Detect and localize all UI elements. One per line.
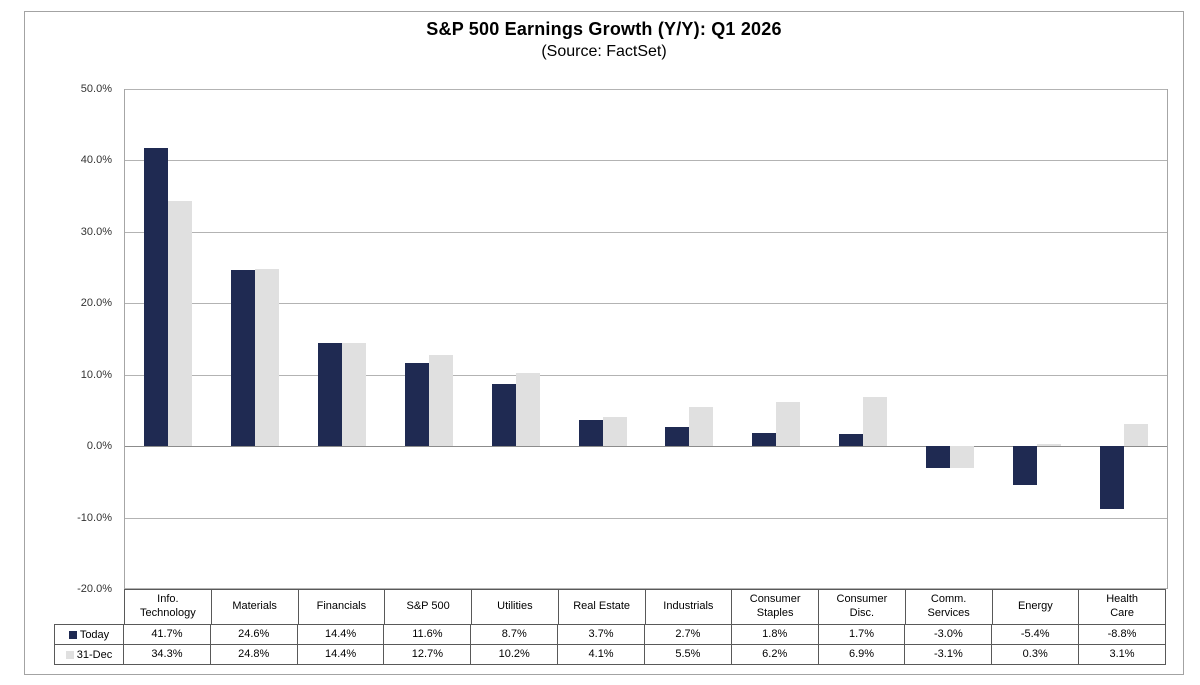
- gridline-40: [125, 160, 1167, 162]
- table-header-utilities: Utilities: [471, 589, 559, 625]
- table-value-today-consumer-disc: 1.7%: [817, 624, 906, 645]
- chart-frame: S&P 500 Earnings Growth (Y/Y): Q1 2026 (…: [24, 11, 1184, 675]
- gridline-30: [125, 231, 1167, 233]
- bar-31-dec-materials: [255, 269, 280, 447]
- bar-today-comm-services: [925, 446, 950, 468]
- legend-swatch-today: [68, 630, 77, 639]
- bar-31-dec-real-estate: [602, 416, 627, 447]
- gridline-10: [125, 374, 1167, 376]
- y-axis-tick-label: -20.0%: [77, 583, 112, 595]
- bar-31-dec-consumer-disc: [863, 396, 888, 447]
- bar-today-consumer-staples: [752, 433, 777, 447]
- table-header-health-care: Health Care: [1078, 589, 1166, 625]
- y-axis-tick-label: 40.0%: [80, 154, 112, 167]
- bar-today-materials: [231, 270, 256, 447]
- table-value-today-energy: -5.4%: [991, 624, 1080, 645]
- y-axis-tick-label: 10.0%: [80, 368, 112, 381]
- table-header-consumer-disc: Consumer Disc.: [818, 589, 906, 625]
- gridline--10: [125, 517, 1167, 519]
- table-value-today-health-care: -8.8%: [1078, 624, 1166, 645]
- table-value-31-dec-consumer-staples: 6.2%: [730, 644, 819, 665]
- legend-label-today: Today: [79, 628, 110, 641]
- y-axis-tick-label: -10.0%: [77, 511, 112, 524]
- legend-label-31-dec: 31-Dec: [76, 648, 113, 661]
- legend-swatch-31-dec: [65, 650, 74, 659]
- table-header-real-estate: Real Estate: [557, 589, 646, 625]
- table-value-31-dec-energy: 0.3%: [991, 644, 1080, 665]
- plot-area: [124, 89, 1168, 589]
- bar-today-financials: [318, 343, 343, 447]
- table-header-consumer-staples: Consumer Staples: [731, 589, 819, 625]
- y-axis-tick-label: 0.0%: [86, 440, 112, 453]
- y-axis: 50.0% 40.0% 30.0% 20.0% 10.0% 0.0% -10.0% -20.0…: [25, 83, 118, 595]
- bar-31-dec-info-technology: [168, 201, 193, 447]
- gridline-50: [125, 89, 1167, 90]
- table-value-31-dec-real-estate: 4.1%: [557, 644, 645, 665]
- table-value-today-consumer-staples: 1.8%: [730, 624, 819, 645]
- table-header-info-technology: Info. Technology: [124, 589, 212, 625]
- bar-today-s-p-500: [404, 363, 429, 447]
- chart-subtitle: (Source: FactSet): [541, 43, 667, 60]
- table-value-today-materials: 24.6%: [209, 624, 298, 645]
- table-header-energy: Energy: [991, 589, 1080, 625]
- table-value-31-dec-s-p-500: 12.7%: [383, 644, 472, 665]
- table-row-31-dec: 31-Dec 34.3% 24.8% 14.4% 12.7% 10.2% 4.1% 5.5% 6…: [54, 644, 1166, 665]
- table-header-s-p-500: S&P 500: [384, 589, 472, 625]
- bar-31-dec-s-p-500: [428, 355, 453, 447]
- bar-today-info-technology: [144, 148, 169, 447]
- bar-today-consumer-disc: [839, 434, 864, 447]
- y-axis-tick-label: 50.0%: [80, 83, 112, 95]
- table-header-industrials: Industrials: [644, 589, 733, 625]
- chart-title: S&P 500 Earnings Growth (Y/Y): Q1 2026: [426, 19, 782, 39]
- bar-today-energy: [1012, 446, 1037, 485]
- table-header-financials: Financials: [297, 589, 386, 625]
- y-axis-tick-label: 30.0%: [80, 225, 112, 238]
- bar-31-dec-comm-services: [949, 446, 974, 469]
- table-value-today-utilities: 8.7%: [470, 624, 559, 645]
- bar-today-utilities: [491, 384, 516, 447]
- table-value-31-dec-materials: 24.8%: [209, 644, 298, 665]
- table-value-today-comm-services: -3.0%: [904, 624, 993, 645]
- bar-31-dec-energy: [1036, 444, 1061, 447]
- table-header-row: Info. Technology Materials Financials S&P 5…: [124, 589, 1166, 625]
- y-axis-tick-label: 20.0%: [80, 297, 112, 310]
- bar-31-dec-utilities: [515, 373, 540, 447]
- bar-today-health-care: [1099, 446, 1124, 509]
- bar-31-dec-financials: [342, 343, 367, 447]
- gridline-20: [125, 303, 1167, 305]
- bar-31-dec-consumer-staples: [776, 401, 801, 447]
- table-value-31-dec-comm-services: -3.1%: [904, 644, 993, 665]
- zero-gridline: [125, 446, 1167, 448]
- table-value-31-dec-utilities: 10.2%: [470, 644, 559, 665]
- table-value-today-s-p-500: 11.6%: [383, 624, 472, 645]
- table-value-today-industrials: 2.7%: [643, 624, 732, 645]
- table-row-today: Today 41.7% 24.6% 14.4% 11.6% 8.7% 3.7% 2.7% 1.8…: [54, 624, 1166, 645]
- legend-today: Today: [54, 624, 124, 645]
- table-value-31-dec-info-technology: 34.3%: [123, 644, 211, 665]
- bar-today-industrials: [665, 426, 690, 447]
- bar-31-dec-industrials: [689, 406, 714, 447]
- bar-today-real-estate: [578, 419, 603, 447]
- table-header-materials: Materials: [210, 589, 299, 625]
- table-value-31-dec-industrials: 5.5%: [643, 644, 732, 665]
- table-value-31-dec-financials: 14.4%: [296, 644, 385, 665]
- gridline--20: [125, 588, 1167, 589]
- bar-31-dec-health-care: [1123, 424, 1148, 447]
- data-table: Info. Technology Materials Financials S&P 5…: [54, 589, 1166, 665]
- legend-31-dec: 31-Dec: [54, 644, 124, 665]
- table-header-comm-services: Comm. Services: [904, 589, 993, 625]
- table-value-31-dec-consumer-disc: 6.9%: [817, 644, 906, 665]
- table-value-today-info-technology: 41.7%: [123, 624, 211, 645]
- table-value-31-dec-health-care: 3.1%: [1078, 644, 1166, 665]
- table-value-today-financials: 14.4%: [296, 624, 385, 645]
- table-value-today-real-estate: 3.7%: [557, 624, 645, 645]
